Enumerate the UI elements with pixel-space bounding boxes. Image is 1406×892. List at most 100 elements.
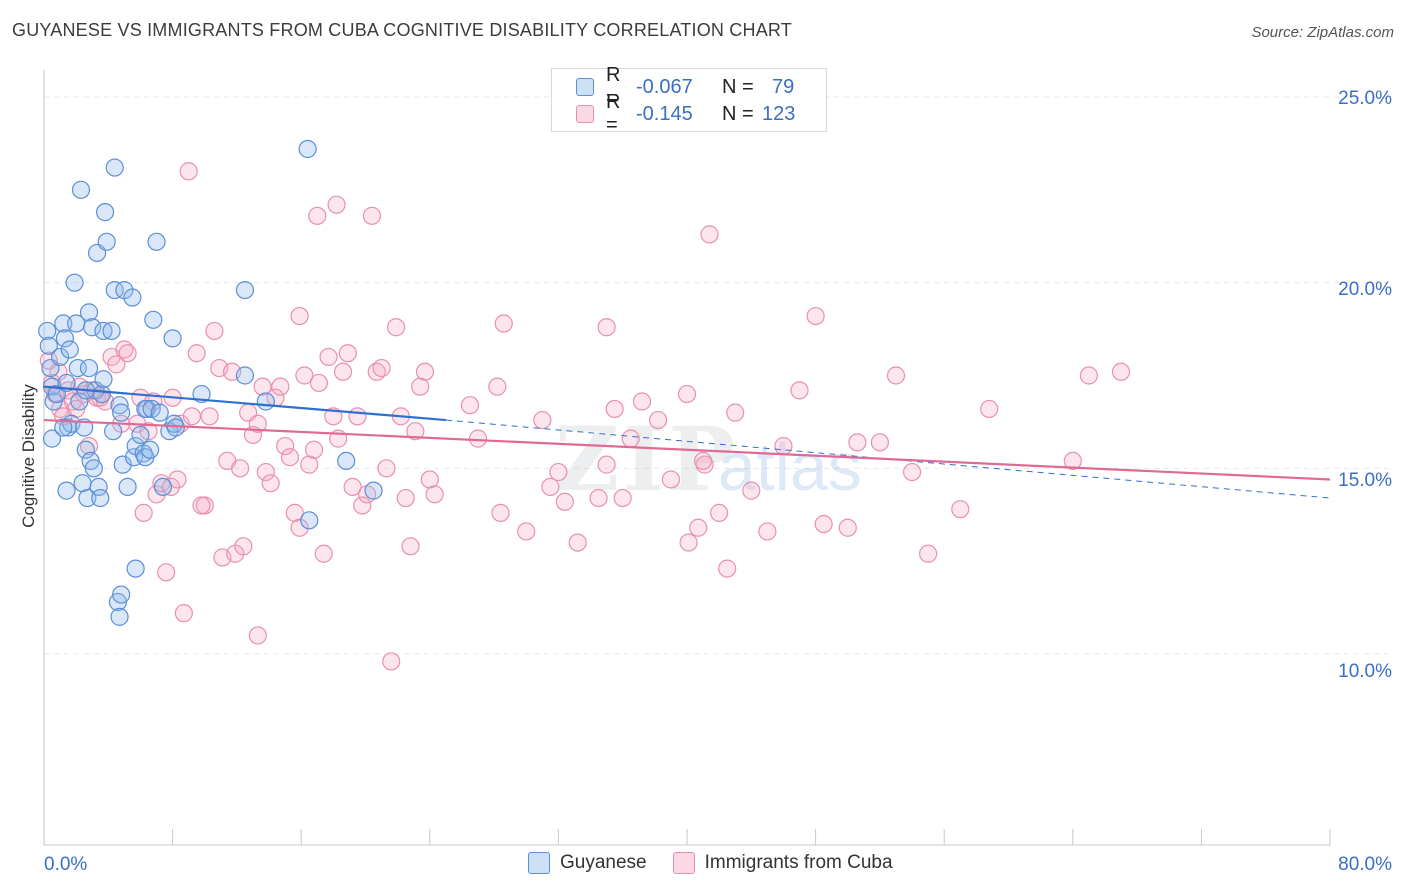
guyanese-point [76, 440, 95, 459]
guyanese-point [71, 180, 91, 199]
trend-lines [43, 385, 1331, 499]
watermark-zip: ZIP [555, 407, 739, 511]
cuba-point [533, 410, 552, 430]
cuba-point [742, 481, 761, 500]
guyanese-point [112, 403, 131, 422]
guyanese-point [105, 158, 124, 177]
cuba-point [253, 377, 272, 396]
cuba-point [174, 604, 193, 623]
axis-labels: Cognitive Disability 0.0% 80.0% 10.0% 15… [19, 88, 1392, 875]
cuba-point [362, 206, 382, 225]
cuba-point [517, 522, 536, 541]
watermark-atlas: atlas [718, 429, 862, 505]
guyanese-point [39, 336, 58, 355]
guyanese-point [65, 273, 84, 292]
y-tick-label-25: 25.0% [1338, 88, 1392, 109]
cuba-point [568, 533, 587, 552]
cuba-point [679, 533, 698, 552]
cuba-point [838, 518, 857, 537]
cuba-point [693, 451, 713, 471]
guyanese-trend-line [43, 385, 446, 422]
cuba-point [774, 436, 793, 456]
series-legend: Guyanese Immigrants from Cuba [528, 852, 919, 874]
guyanese-point [147, 232, 166, 251]
gridlines [44, 96, 1392, 655]
cuba-point [415, 362, 435, 381]
guyanese-point [126, 559, 145, 578]
cuba-point [187, 344, 206, 363]
legend-label-cuba: Immigrants from Cuba [704, 852, 893, 873]
y-tick-label-15: 15.0% [1338, 470, 1392, 491]
legend-n-label: N = [722, 102, 754, 125]
cuba-point [248, 626, 267, 645]
cuba-point [406, 422, 425, 441]
guyanese-point [235, 366, 255, 385]
guyanese-point [118, 477, 137, 496]
cuba-point [343, 477, 362, 496]
series-guyanese [38, 139, 383, 626]
y-tick-label-20: 20.0% [1338, 279, 1392, 300]
legend-label-guyanese: Guyanese [560, 852, 647, 873]
cuba-point [491, 503, 510, 522]
guyanese-point [91, 488, 110, 508]
guyanese-point [112, 585, 131, 604]
cuba-point [295, 366, 314, 385]
guyanese-point [54, 418, 73, 437]
guyanese-point [42, 429, 62, 448]
cuba-point [271, 377, 290, 396]
x-tick-label-min: 0.0% [44, 854, 87, 875]
cuba-point [425, 485, 444, 504]
cuba-point [134, 503, 153, 522]
series-immigrants-from-cuba [39, 162, 1131, 671]
cuba-point [689, 518, 708, 537]
guyanese-point [97, 232, 116, 251]
cuba-point [157, 563, 176, 582]
cuba-point [261, 474, 280, 493]
cuba-point [107, 355, 126, 374]
cuba-point [1111, 362, 1131, 381]
guyanese-point [78, 488, 97, 508]
cuba-point [401, 537, 420, 556]
x-tick-label-max: 80.0% [1338, 854, 1392, 875]
guyanese-point [256, 392, 275, 411]
cuba-point [256, 462, 275, 482]
cuba-point [468, 429, 488, 448]
guyanese-point [94, 370, 113, 389]
cuba-point [314, 544, 333, 563]
correlation-legend: R = -0.067 N = 79 R = -0.145 N = 123 [551, 64, 827, 136]
guyanese-point [131, 425, 150, 445]
legend-swatch-blue [576, 78, 594, 96]
guyanese-point [105, 280, 124, 300]
cuba-point [276, 436, 295, 456]
cuba-point [806, 306, 825, 326]
cuba-point [555, 492, 574, 511]
legend-r-value: -0.145 [636, 102, 693, 125]
legend-r-label: R = [606, 64, 621, 109]
cuba-point [338, 344, 357, 363]
guyanese-point [153, 477, 173, 496]
guyanese-point [140, 440, 160, 459]
cuba-point [589, 488, 608, 508]
cuba-point [632, 392, 652, 411]
cuba-point [621, 429, 640, 448]
legend-r-value: -0.067 [636, 75, 693, 98]
cuba-point [886, 366, 906, 385]
cuba-point [168, 470, 187, 489]
legend-row-guyanese: R = -0.067 N = 79 [576, 64, 794, 109]
guyanese-point [235, 280, 255, 300]
cuba-point [902, 462, 922, 482]
cuba-point [308, 206, 327, 225]
cuba-point [494, 314, 513, 333]
guyanese-point [83, 318, 102, 337]
legend-swatch-pink [576, 105, 594, 123]
guyanese-point [110, 607, 129, 626]
axes [43, 70, 1331, 846]
cuba-point [290, 306, 309, 326]
guyanese-point [104, 422, 123, 441]
cuba-point [919, 544, 938, 563]
cuba-point [280, 448, 300, 467]
cuba-point [541, 477, 560, 496]
cuba-point [710, 503, 729, 522]
cuba-point [372, 358, 391, 378]
